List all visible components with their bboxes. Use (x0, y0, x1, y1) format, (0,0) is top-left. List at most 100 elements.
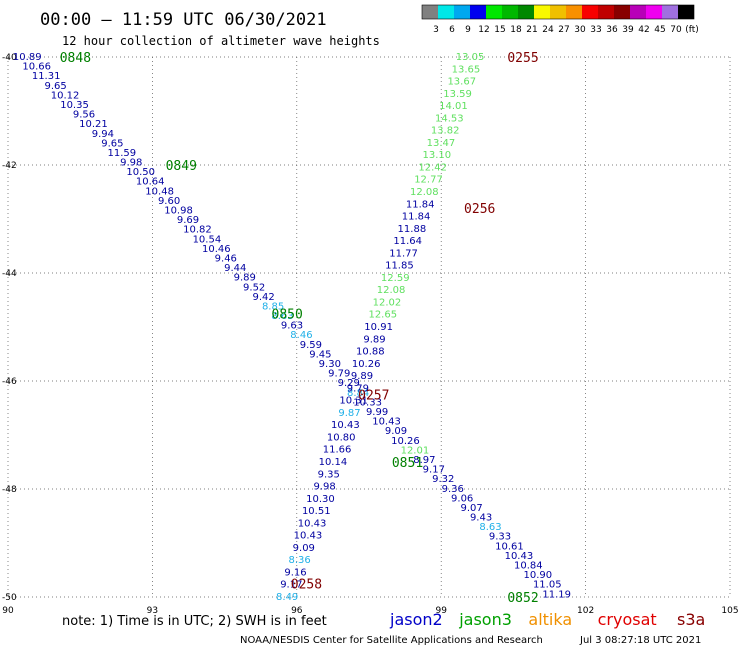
colorbar-swatch (534, 5, 550, 19)
wave-height-label: 13.67 (447, 77, 476, 88)
y-tick-label: -46 (2, 377, 17, 387)
wave-height-label: 9.07 (460, 503, 482, 514)
wave-height-label: 9.65 (44, 81, 66, 92)
wave-height-label: 9.09 (293, 543, 315, 554)
colorbar-swatch (566, 5, 582, 19)
colorbar-swatch (518, 5, 534, 19)
colorbar-swatch (422, 5, 438, 19)
pass-time-label: 0851 (392, 456, 423, 471)
colorbar-label: 21 (526, 25, 537, 35)
y-tick-label: -44 (2, 269, 17, 279)
wave-height-label: 10.43 (372, 417, 401, 428)
colorbar-swatch (502, 5, 518, 19)
wave-height-label: 10.31 (339, 396, 368, 407)
pass-time-label: 0849 (166, 159, 197, 174)
wave-height-label: 13.82 (431, 126, 460, 137)
wave-height-label: 11.59 (107, 148, 136, 159)
wave-height-label: 9.35 (318, 469, 340, 480)
wave-height-label: 10.46 (202, 244, 231, 255)
pass-labels: 0848 0849 0850 0851 0852 0255 0256 0257 0258 (60, 51, 539, 606)
colorbar-swatch (678, 5, 694, 19)
tracks: 10.8910.6611.319.6510.1210.359.5610.219.… (13, 52, 571, 603)
wave-height-label: 10.12 (51, 90, 80, 101)
wave-height-label: 9.17 (423, 465, 445, 476)
wave-height-label: 9.06 (451, 493, 473, 504)
wave-height-label: 9.17 (280, 580, 302, 591)
y-tick-label: -50 (2, 593, 17, 603)
pass-time-label: 0258 (291, 578, 322, 593)
wave-height-label: 8.46 (290, 330, 312, 341)
wave-height-label: 9.94 (92, 129, 114, 140)
x-tick-label: 90 (2, 606, 14, 616)
colorbar-label: 6 (449, 25, 455, 35)
wave-height-label: 10.43 (298, 518, 327, 529)
wave-height-label: 9.63 (281, 321, 303, 332)
wave-height-label: 12.08 (410, 187, 439, 198)
y-tick-label: -48 (2, 485, 17, 495)
colorbar-label: 18 (510, 25, 522, 35)
wave-height-label: 8.97 (413, 455, 435, 466)
wave-height-label: 10.66 (22, 62, 51, 73)
x-tick-label: 105 (721, 606, 738, 616)
wave-height-label: 10.82 (183, 225, 212, 236)
wave-height-label: 9.87 (338, 408, 360, 419)
pass-time-label: 0850 (272, 308, 303, 323)
colorbar-swatch (646, 5, 662, 19)
colorbar-label: 27 (558, 25, 569, 35)
wave-height-label: 9.44 (224, 263, 246, 274)
wave-height-label: 9.42 (252, 292, 274, 303)
legend-jason2: jason2 (389, 610, 443, 629)
wave-height-label: 8.85 (262, 301, 284, 312)
wave-height-label: 11.77 (389, 248, 418, 259)
pass-time-label: 0257 (358, 389, 389, 404)
wave-height-label: 10.61 (495, 541, 524, 552)
colorbar-label: 30 (574, 25, 586, 35)
colorbar-label: 42 (638, 25, 649, 35)
wave-height-label: 8.36 (289, 555, 311, 566)
wave-height-label: 10.43 (505, 551, 534, 562)
footer-credit: NOAA/NESDIS Center for Satellite Applica… (240, 635, 543, 646)
x-tick-label: 93 (147, 606, 158, 616)
wave-height-label: 9.59 (300, 340, 322, 351)
wave-height-label: 10.50 (126, 167, 155, 178)
colorbar-label: 33 (590, 25, 601, 35)
colorbar-swatch (486, 5, 502, 19)
legend-cryosat: cryosat (598, 610, 657, 629)
colorbar-frame (421, 4, 695, 20)
wave-height-label: 13.59 (443, 89, 472, 100)
wave-height-label: 10.48 (145, 186, 174, 197)
wave-height-label: 10.21 (79, 119, 108, 130)
wave-height-label: 10.89 (13, 52, 42, 63)
pass-time-label: 0255 (507, 51, 538, 66)
wave-height-label: 12.01 (401, 445, 430, 456)
colorbar-label: 45 (654, 25, 665, 35)
chart-subtitle: 12 hour collection of altimeter wave hei… (62, 34, 380, 48)
colorbar: 3 6 9 12 15 18 21 24 27 30 33 36 39 42 45 70 (ft) (421, 4, 699, 35)
wave-height-label: 9.16 (284, 567, 306, 578)
wave-height-label: 10.51 (302, 506, 331, 517)
wave-height-label: 9.79 (328, 369, 350, 380)
wave-height-label: 14.01 (439, 101, 468, 112)
wave-height-label: 10.26 (352, 359, 381, 370)
x-tick-label: 99 (435, 606, 447, 616)
wave-height-label: 12.08 (377, 285, 406, 296)
wave-height-label: 13.05 (456, 52, 485, 63)
wave-height-label: 9.98 (313, 482, 335, 493)
wave-height-label: 10.35 (60, 100, 89, 111)
wave-height-label: 10.84 (514, 561, 543, 572)
wave-height-label: 10.64 (136, 177, 165, 188)
wave-height-label: 10.30 (306, 494, 335, 505)
wave-height-label: 11.84 (406, 199, 435, 210)
pass-time-label: 0852 (507, 591, 538, 606)
colorbar-label: 9 (465, 25, 471, 35)
colorbar-swatch (438, 5, 454, 19)
wave-height-label: 11.64 (393, 236, 422, 247)
footer-note: note: 1) Time is in UTC; 2) SWH is in fe… (62, 614, 327, 629)
wave-height-label: 9.36 (442, 484, 464, 495)
wave-height-label: 9.29 (338, 378, 360, 389)
pass-time-label: 0256 (464, 202, 495, 217)
wave-height-label: 8.63 (271, 311, 293, 322)
wave-height-label: 8.84 (347, 388, 369, 399)
colorbar-label: 36 (606, 25, 618, 35)
wave-height-label: 10.54 (193, 234, 222, 245)
